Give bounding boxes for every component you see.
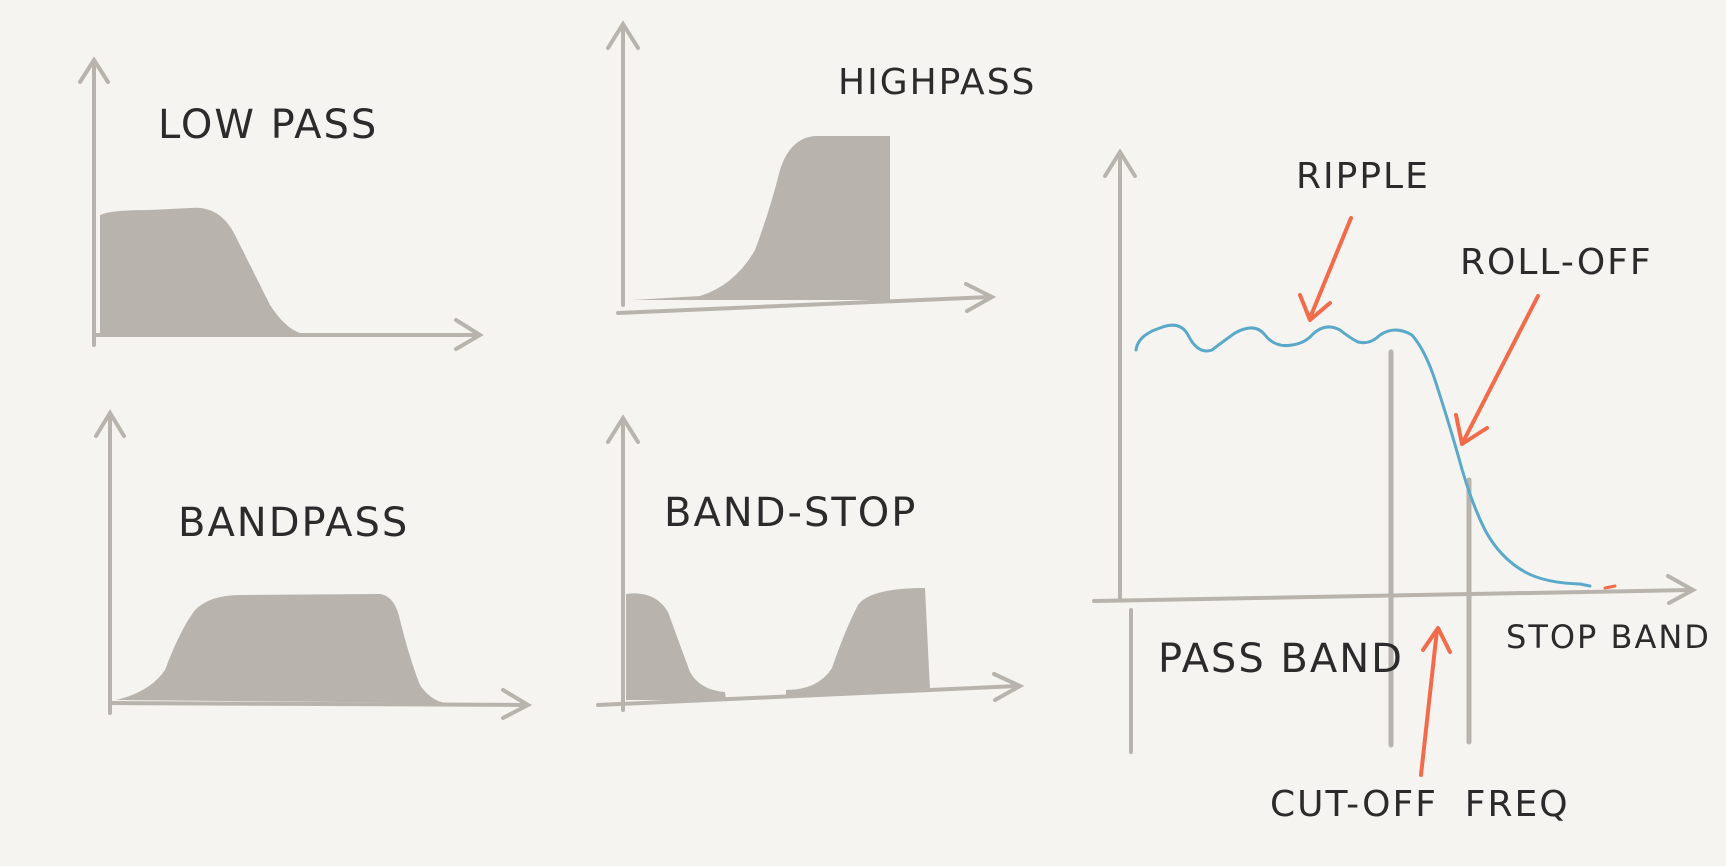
lowpass-fill: [100, 207, 300, 335]
bandpass-label: BANDPASS: [178, 500, 410, 546]
lowpass-graph: [78, 56, 484, 351]
bandpass-x-arrowhead: [501, 688, 533, 720]
lowpass-y-arrowhead: [78, 56, 110, 84]
highpass-x-arrowhead: [964, 282, 997, 313]
highpass-label: HIGHPASS: [838, 62, 1037, 103]
response-graph: [1092, 148, 1698, 754]
ripple-label: RIPPLE: [1296, 156, 1430, 197]
bandpass-fill: [116, 594, 445, 703]
rolloff-label: ROLL-OFF: [1460, 242, 1653, 283]
response-x-arrowhead: [1666, 574, 1698, 605]
cutoff-freq-label: CUT-OFF FREQ: [1270, 784, 1570, 825]
bandstop-fill-left: [626, 593, 726, 700]
bandstop-fill-right: [786, 588, 930, 697]
bandpass-x-axis: [108, 701, 528, 707]
bandstop-x-arrowhead: [992, 672, 1025, 702]
highpass-graph: [606, 20, 997, 315]
response-y-arrowhead: [1103, 148, 1137, 178]
highpass-fill: [632, 136, 890, 300]
highpass-x-axis: [616, 295, 992, 315]
passband-label: PASS BAND: [1158, 636, 1404, 682]
bandstop-label: BAND-STOP: [664, 490, 918, 536]
bandstop-y-arrowhead: [606, 414, 640, 444]
bandpass-graph: [94, 409, 533, 720]
response-curve: [1134, 323, 1592, 588]
lowpass-x-arrowhead: [454, 318, 484, 351]
lowpass-label: LOW PASS: [158, 102, 379, 148]
cutoff-arrow: [1419, 626, 1452, 777]
stopband-label: STOP BAND: [1506, 618, 1711, 656]
ripple-arrow: [1298, 216, 1353, 322]
bandpass-y-arrowhead: [94, 409, 126, 438]
bandstop-graph: [596, 414, 1025, 712]
bandstop-x-axis: [596, 684, 1020, 707]
highpass-y-arrowhead: [606, 20, 640, 50]
response-curve-tail: [1603, 584, 1617, 590]
rolloff-arrow: [1454, 294, 1540, 446]
